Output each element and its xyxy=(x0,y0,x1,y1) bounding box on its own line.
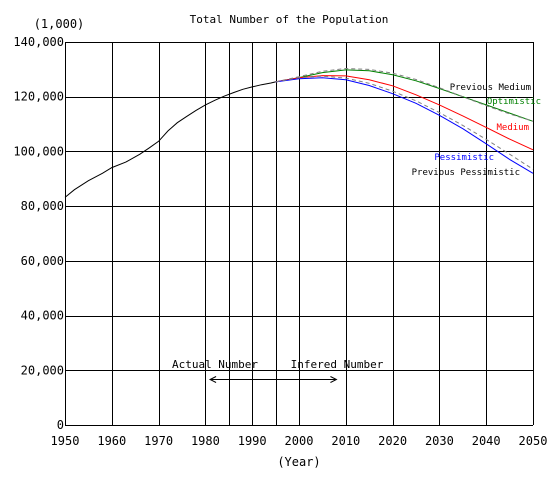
label-previous-pessimistic: Previous Pessimistic xyxy=(412,168,520,178)
x-tick-label: 1970 xyxy=(144,434,173,448)
series-line-previous-medium xyxy=(275,67,534,122)
x-tick-label: 1990 xyxy=(238,434,267,448)
x-tick-label: 2010 xyxy=(331,434,360,448)
x-tick-label: 2040 xyxy=(472,434,501,448)
y-tick-label: 140,000 xyxy=(13,35,64,49)
series-labels: Previous Medium Optimistic Medium Pessim… xyxy=(412,83,541,178)
series-line-previous-pessimistic xyxy=(275,75,534,170)
y-axis-ticks: 0 20,000 40,000 60,000 80,000 100,000 120,000 1… xyxy=(13,35,64,432)
label-optimistic: Optimistic xyxy=(487,97,541,107)
label-medium: Medium xyxy=(496,123,529,133)
x-axis-label: (Year) xyxy=(277,455,320,469)
label-pessimistic: Pessimistic xyxy=(434,153,494,163)
x-axis-ticks: 1950 1960 1970 1980 1990 2000 2010 2020 2030 2040… xyxy=(51,434,548,448)
x-tick-label: 1960 xyxy=(97,434,126,448)
series-lines xyxy=(64,67,534,198)
x-tick-label: 1980 xyxy=(191,434,220,448)
series-line-actual xyxy=(64,81,276,198)
chart-title: Total Number of the Population xyxy=(190,13,389,26)
arrow-head-left xyxy=(208,376,217,383)
annotations: Actual Number Infered Number xyxy=(172,358,384,383)
y-tick-label: 40,000 xyxy=(21,309,64,323)
x-tick-label: 2000 xyxy=(285,434,314,448)
arrow-head-right xyxy=(330,376,338,383)
series-line-optimistic xyxy=(275,69,534,122)
range-arrow xyxy=(208,376,338,383)
series-line-pessimistic xyxy=(275,77,534,174)
x-tick-label: 1950 xyxy=(51,434,80,448)
y-tick-label: 60,000 xyxy=(21,254,64,268)
x-tick-label: 2050 xyxy=(519,434,548,448)
x-tick-label: 2020 xyxy=(378,434,407,448)
y-tick-label: 100,000 xyxy=(13,144,64,158)
label-previous-medium: Previous Medium xyxy=(450,83,531,93)
y-unit-label: (1,000) xyxy=(34,17,85,31)
inferred-number-label: Infered Number xyxy=(291,358,384,371)
y-tick-label: 80,000 xyxy=(21,199,64,213)
y-tick-label: 120,000 xyxy=(13,90,64,104)
y-tick-label: 20,000 xyxy=(21,363,64,377)
x-tick-label: 2030 xyxy=(425,434,454,448)
y-tick-label: 0 xyxy=(57,418,64,432)
actual-number-label: Actual Number xyxy=(172,358,258,371)
